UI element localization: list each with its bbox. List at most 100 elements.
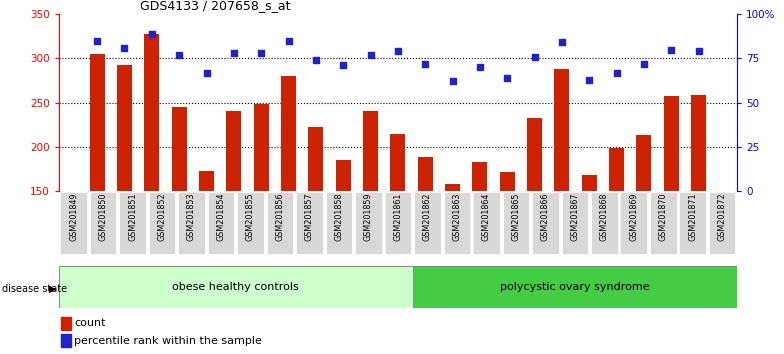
Point	[200, 70, 212, 75]
FancyBboxPatch shape	[709, 193, 735, 253]
Bar	[473, 162, 488, 191]
FancyBboxPatch shape	[89, 193, 116, 253]
Text: GSM201864: GSM201864	[482, 193, 491, 241]
Bar	[527, 118, 542, 191]
Text: GSM201850: GSM201850	[99, 193, 107, 241]
FancyBboxPatch shape	[238, 193, 263, 253]
FancyBboxPatch shape	[178, 193, 205, 253]
Point	[665, 47, 677, 52]
Text: GSM201853: GSM201853	[187, 193, 196, 241]
Bar	[308, 127, 323, 191]
Point	[227, 50, 240, 56]
Bar	[418, 156, 433, 191]
FancyBboxPatch shape	[414, 193, 441, 253]
Bar	[499, 172, 515, 191]
FancyBboxPatch shape	[412, 266, 737, 308]
Point	[255, 50, 267, 56]
FancyBboxPatch shape	[650, 193, 677, 253]
Text: GSM201849: GSM201849	[69, 193, 78, 241]
Point	[391, 48, 405, 54]
Text: count: count	[74, 318, 106, 329]
Point	[118, 45, 131, 51]
FancyBboxPatch shape	[680, 193, 706, 253]
FancyBboxPatch shape	[149, 193, 176, 253]
FancyBboxPatch shape	[620, 193, 647, 253]
Bar	[60, 334, 71, 347]
Text: GSM201858: GSM201858	[335, 193, 343, 241]
Bar	[117, 65, 132, 191]
FancyBboxPatch shape	[444, 193, 470, 253]
FancyBboxPatch shape	[60, 193, 87, 253]
Point	[337, 63, 350, 68]
Bar	[445, 184, 460, 191]
Text: GSM201867: GSM201867	[570, 193, 579, 241]
Text: obese healthy controls: obese healthy controls	[172, 282, 299, 292]
FancyBboxPatch shape	[503, 193, 529, 253]
Point	[173, 52, 186, 58]
Text: GSM201862: GSM201862	[423, 193, 432, 241]
Bar	[363, 110, 378, 191]
Point	[91, 38, 103, 44]
Bar	[89, 54, 104, 191]
Bar	[227, 110, 241, 191]
Point	[365, 52, 377, 58]
Text: GSM201872: GSM201872	[717, 193, 727, 241]
FancyBboxPatch shape	[561, 193, 588, 253]
Point	[282, 38, 295, 44]
FancyBboxPatch shape	[532, 193, 558, 253]
Text: GSM201863: GSM201863	[452, 193, 461, 241]
Point	[637, 61, 650, 67]
Bar	[281, 76, 296, 191]
Bar	[144, 34, 159, 191]
FancyBboxPatch shape	[119, 193, 146, 253]
Text: GSM201866: GSM201866	[541, 193, 550, 241]
FancyBboxPatch shape	[59, 266, 412, 308]
Point	[419, 61, 431, 67]
Point	[556, 40, 568, 45]
Bar	[390, 133, 405, 191]
Bar	[336, 160, 350, 191]
Point	[692, 48, 705, 54]
Text: GSM201851: GSM201851	[128, 193, 137, 241]
FancyBboxPatch shape	[325, 193, 352, 253]
Bar	[609, 148, 624, 191]
Text: ▶: ▶	[49, 284, 57, 293]
FancyBboxPatch shape	[591, 193, 618, 253]
Point	[146, 31, 158, 36]
Text: GSM201856: GSM201856	[275, 193, 285, 241]
Text: GSM201868: GSM201868	[600, 193, 609, 241]
FancyBboxPatch shape	[473, 193, 499, 253]
Text: GSM201857: GSM201857	[305, 193, 314, 241]
Bar	[637, 135, 652, 191]
Text: GSM201854: GSM201854	[216, 193, 226, 241]
Point	[610, 70, 622, 75]
Bar	[172, 107, 187, 191]
Text: polycystic ovary syndrome: polycystic ovary syndrome	[500, 282, 650, 292]
Text: percentile rank within the sample: percentile rank within the sample	[74, 336, 263, 346]
Bar	[664, 96, 679, 191]
FancyBboxPatch shape	[208, 193, 234, 253]
Text: GSM201852: GSM201852	[158, 193, 166, 241]
Text: GDS4133 / 207658_s_at: GDS4133 / 207658_s_at	[140, 0, 291, 12]
Bar	[582, 175, 597, 191]
Text: disease state: disease state	[2, 284, 67, 293]
Bar	[60, 316, 71, 330]
Text: GSM201855: GSM201855	[246, 193, 255, 241]
FancyBboxPatch shape	[385, 193, 411, 253]
Point	[474, 64, 486, 70]
Point	[583, 77, 596, 82]
Bar	[254, 104, 269, 191]
Bar	[199, 171, 214, 191]
Point	[310, 57, 322, 63]
Text: GSM201869: GSM201869	[630, 193, 638, 241]
Bar	[691, 95, 706, 191]
Text: GSM201859: GSM201859	[364, 193, 373, 241]
FancyBboxPatch shape	[355, 193, 382, 253]
FancyBboxPatch shape	[267, 193, 293, 253]
Point	[528, 54, 541, 59]
Text: GSM201871: GSM201871	[688, 193, 697, 241]
FancyBboxPatch shape	[296, 193, 323, 253]
Bar	[554, 69, 569, 191]
Point	[446, 79, 459, 84]
Point	[501, 75, 514, 81]
